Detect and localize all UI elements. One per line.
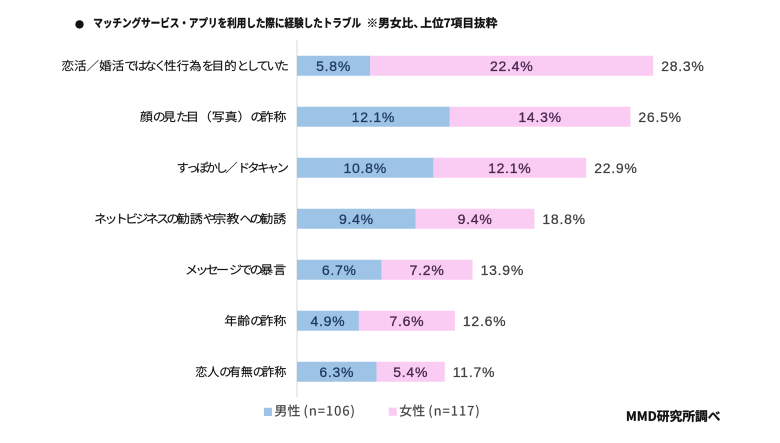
svg-text:10.8%: 10.8% — [343, 160, 386, 176]
svg-text:9.4%: 9.4% — [458, 211, 493, 227]
svg-text:5.8%: 5.8% — [316, 58, 351, 74]
svg-text:26.5%: 26.5% — [638, 109, 681, 125]
svg-text:12.1%: 12.1% — [352, 109, 395, 125]
svg-text:13.9%: 13.9% — [481, 262, 524, 278]
svg-text:7.6%: 7.6% — [389, 313, 424, 329]
svg-text:28.3%: 28.3% — [661, 58, 704, 74]
svg-text:18.8%: 18.8% — [542, 211, 585, 227]
svg-text:11.7%: 11.7% — [453, 364, 495, 380]
svg-text:4.9%: 4.9% — [310, 313, 345, 329]
svg-text:9.4%: 9.4% — [339, 211, 374, 227]
svg-text:6.3%: 6.3% — [319, 364, 354, 380]
svg-text:6.7%: 6.7% — [322, 262, 357, 278]
svg-text:14.3%: 14.3% — [518, 109, 561, 125]
svg-text:22.9%: 22.9% — [594, 160, 637, 176]
svg-text:12.1%: 12.1% — [488, 160, 531, 176]
svg-text:5.4%: 5.4% — [393, 364, 428, 380]
svg-text:7.2%: 7.2% — [410, 262, 445, 278]
svg-text:12.6%: 12.6% — [463, 313, 506, 329]
svg-text:22.4%: 22.4% — [490, 58, 533, 74]
